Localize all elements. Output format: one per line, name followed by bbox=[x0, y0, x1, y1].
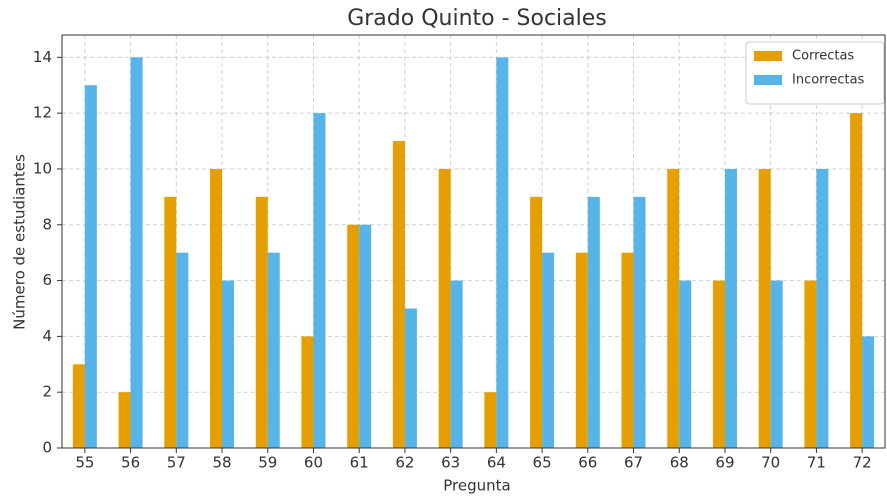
y-tick-label: 0 bbox=[42, 439, 52, 457]
bar bbox=[621, 252, 634, 448]
x-tick-label: 58 bbox=[212, 454, 231, 472]
bar bbox=[484, 392, 497, 448]
bar bbox=[72, 364, 85, 448]
x-tick-label: 64 bbox=[487, 454, 506, 472]
x-tick-label: 57 bbox=[167, 454, 186, 472]
x-axis-label: Pregunta bbox=[443, 477, 510, 495]
y-tick-label: 10 bbox=[33, 159, 52, 177]
bar bbox=[758, 168, 771, 448]
bar bbox=[496, 57, 509, 448]
bar bbox=[667, 168, 680, 448]
legend-swatch bbox=[754, 51, 782, 61]
x-tick-label: 63 bbox=[441, 454, 460, 472]
bar bbox=[438, 168, 451, 448]
bar bbox=[850, 113, 863, 448]
bar bbox=[542, 252, 555, 448]
bar bbox=[267, 252, 280, 448]
bar bbox=[530, 196, 543, 448]
bar bbox=[347, 224, 360, 448]
plot-frame bbox=[61, 34, 886, 449]
y-tick-label: 2 bbox=[42, 383, 52, 401]
bar bbox=[392, 141, 405, 449]
bar bbox=[633, 196, 646, 448]
legend-label: Correctas bbox=[792, 49, 854, 64]
bar bbox=[679, 280, 692, 448]
x-tick-label: 71 bbox=[807, 454, 826, 472]
legend-label: Incorrectas bbox=[792, 73, 865, 88]
x-tick-label: 60 bbox=[304, 454, 323, 472]
x-tick-label: 69 bbox=[715, 454, 734, 472]
bar bbox=[222, 280, 235, 448]
bar bbox=[575, 252, 588, 448]
legend-swatch bbox=[754, 75, 782, 85]
x-tick-label: 62 bbox=[395, 454, 414, 472]
bar bbox=[255, 196, 268, 448]
bar bbox=[84, 85, 97, 448]
x-tick-label: 72 bbox=[853, 454, 872, 472]
bar bbox=[862, 336, 875, 448]
bar bbox=[313, 113, 326, 448]
chart-title: Grado Quinto - Sociales bbox=[347, 6, 607, 31]
bar bbox=[770, 280, 783, 448]
bar bbox=[450, 280, 463, 448]
bar bbox=[130, 57, 143, 448]
bar bbox=[724, 168, 737, 448]
y-tick-label: 6 bbox=[42, 271, 52, 289]
bar bbox=[587, 196, 600, 448]
x-tick-label: 67 bbox=[624, 454, 643, 472]
bar bbox=[359, 224, 372, 448]
y-axis-label: Número de estudiantes bbox=[11, 154, 29, 330]
x-tick-label: 55 bbox=[75, 454, 94, 472]
bar bbox=[164, 196, 177, 448]
x-tick-label: 59 bbox=[258, 454, 277, 472]
bar bbox=[816, 168, 829, 448]
x-tick-label: 68 bbox=[670, 454, 689, 472]
y-tick-label: 12 bbox=[33, 104, 52, 122]
x-tick-label: 65 bbox=[533, 454, 552, 472]
bar bbox=[404, 308, 417, 448]
y-tick-label: 4 bbox=[42, 327, 52, 345]
bar bbox=[176, 252, 189, 448]
bar bbox=[118, 392, 131, 448]
y-tick-label: 8 bbox=[42, 215, 52, 233]
y-tick-label: 14 bbox=[33, 48, 52, 66]
bar bbox=[210, 168, 223, 448]
bar bbox=[804, 280, 817, 448]
x-tick-label: 61 bbox=[350, 454, 369, 472]
x-tick-label: 70 bbox=[761, 454, 780, 472]
bar bbox=[301, 336, 314, 448]
x-tick-label: 56 bbox=[121, 454, 140, 472]
x-tick-label: 66 bbox=[578, 454, 597, 472]
bar bbox=[712, 280, 725, 448]
